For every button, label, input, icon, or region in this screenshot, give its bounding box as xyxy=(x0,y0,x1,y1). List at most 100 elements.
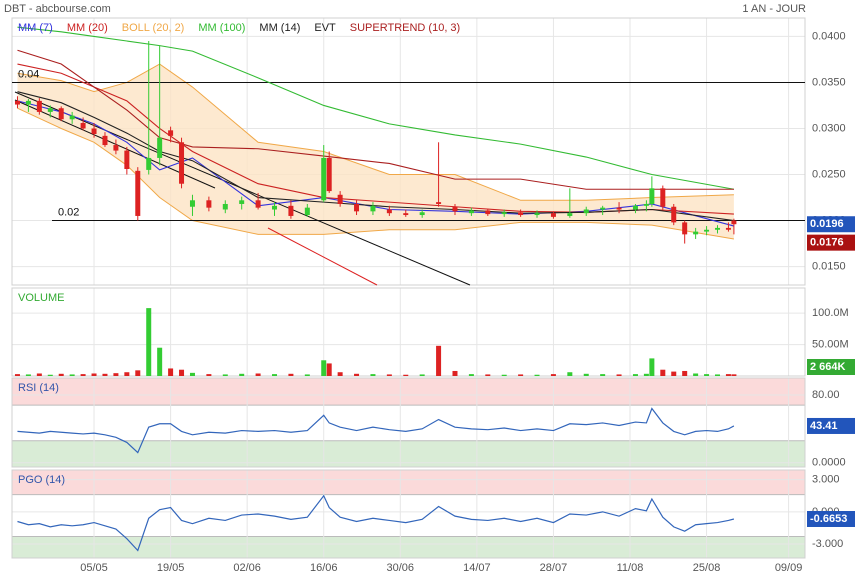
volume-bar xyxy=(36,373,42,376)
candle-body xyxy=(501,212,507,215)
period: 1 AN - JOUR xyxy=(742,3,806,15)
volume-bar xyxy=(501,374,507,376)
volume-bar xyxy=(14,374,20,376)
volume-bar xyxy=(643,373,649,376)
volume-bar xyxy=(47,374,53,376)
volume-bar xyxy=(255,373,261,376)
volume-bar xyxy=(660,369,666,376)
volume-bar xyxy=(682,370,688,376)
volume-bar xyxy=(337,372,343,376)
candle-body xyxy=(725,227,731,230)
candle-body xyxy=(189,200,195,207)
volume-bar xyxy=(386,374,392,376)
volume-bar xyxy=(239,373,245,376)
volume-bar xyxy=(583,373,589,376)
panel-title: VOLUME xyxy=(18,292,64,304)
value-badge-text: 0.0196 xyxy=(810,218,844,230)
volume-bar xyxy=(485,374,491,376)
candle-body xyxy=(714,227,720,230)
volume-bar xyxy=(304,374,310,376)
candle-body xyxy=(704,229,710,232)
value-badge xyxy=(807,417,855,434)
y-tick-label: 0.0000 xyxy=(812,457,846,469)
value-badge xyxy=(807,510,855,527)
candle-body xyxy=(80,122,86,129)
candle-body xyxy=(91,128,97,135)
candle-body xyxy=(693,231,699,235)
candle-body xyxy=(25,100,31,105)
boll-upper xyxy=(17,63,734,201)
value-badge-text: -0.6653 xyxy=(810,513,847,525)
y-tick-label: 0.0350 xyxy=(812,76,846,88)
panel-frame xyxy=(11,377,806,468)
volume-bar xyxy=(419,374,425,376)
overlay-line xyxy=(17,91,734,222)
candle-body xyxy=(370,205,376,212)
candle-body xyxy=(14,100,20,105)
candle-body xyxy=(146,157,152,170)
y-tick-label: 100.0M xyxy=(812,307,849,319)
value-badge-text: 43.41 xyxy=(810,420,838,432)
overlay-line xyxy=(17,49,734,190)
y-tick-label: 0.0150 xyxy=(812,260,846,272)
panel-title: RSI (14) xyxy=(18,382,59,394)
candle-body xyxy=(179,142,185,184)
panel-title: PGO (14) xyxy=(18,474,65,486)
candle-body xyxy=(660,188,666,207)
volume-bar xyxy=(632,374,638,376)
candle-body xyxy=(419,212,425,216)
x-tick-label: 09/09 xyxy=(775,562,803,574)
volume-bar xyxy=(25,374,31,376)
volume-bar xyxy=(91,373,97,376)
candle-body xyxy=(135,170,141,216)
boll-band xyxy=(17,64,734,239)
volume-bar xyxy=(518,374,524,376)
volume-bar xyxy=(157,347,163,376)
x-tick-label: 30/06 xyxy=(387,562,415,574)
x-tick-label: 11/08 xyxy=(617,562,644,574)
legend-entry: MM (100) xyxy=(198,22,245,34)
candle-body xyxy=(255,200,261,208)
volume-bar xyxy=(124,372,130,376)
indicator-line xyxy=(17,407,735,454)
value-badge-text: 2 664K xyxy=(810,361,846,373)
x-tick-label: 25/08 xyxy=(693,562,721,574)
candle-body xyxy=(550,213,556,217)
volume-bar xyxy=(567,372,573,376)
volume-bar xyxy=(704,374,710,376)
legend-entry: EVT xyxy=(314,22,336,34)
boll-lower xyxy=(17,107,734,240)
volume-bar xyxy=(146,308,152,376)
candle-body xyxy=(436,202,442,204)
y-tick-label: 0.0300 xyxy=(812,122,846,134)
zone xyxy=(12,378,805,406)
candle-body xyxy=(69,115,75,120)
candle-body xyxy=(485,210,491,215)
y-tick-label: 0.0250 xyxy=(812,168,846,180)
value-badge xyxy=(807,216,855,233)
volume-bar xyxy=(649,358,655,376)
volume-bar xyxy=(452,370,458,376)
x-tick-label: 02/06 xyxy=(233,562,261,574)
y-tick-label: 80.00 xyxy=(812,389,840,401)
candle-body xyxy=(452,206,458,212)
volume-bar xyxy=(370,374,376,376)
candle-body xyxy=(58,108,64,120)
zone xyxy=(12,536,805,558)
volume-bar xyxy=(600,374,606,376)
candle-body xyxy=(600,207,606,210)
panel-frame xyxy=(11,17,806,286)
volume-bar xyxy=(616,374,622,376)
panel-frame xyxy=(11,469,806,559)
volume-bar xyxy=(102,373,108,376)
y-tick-label: 50.00M xyxy=(812,338,849,350)
candle-body xyxy=(403,213,409,216)
volume-bar xyxy=(550,374,556,376)
x-tick-label: 14/07 xyxy=(463,562,491,574)
indicator-line xyxy=(17,494,735,552)
volume-bar xyxy=(58,373,64,376)
candle-body xyxy=(616,207,622,210)
candle-body xyxy=(239,200,245,204)
candle-body xyxy=(102,135,108,146)
legend-entry: SUPERTREND (10, 3) xyxy=(350,22,460,34)
